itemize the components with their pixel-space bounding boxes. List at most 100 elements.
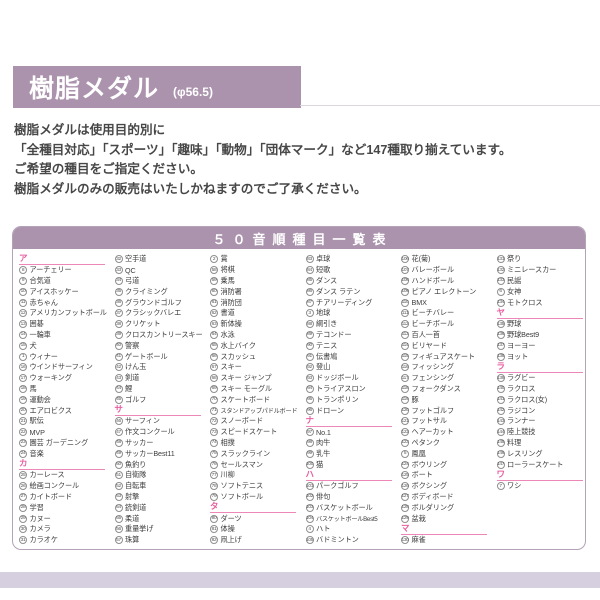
item-number-badge: 67 bbox=[210, 363, 218, 372]
item-number-badge: 36 bbox=[114, 298, 123, 307]
list-item: 113 百人一首 bbox=[401, 330, 497, 341]
item-label: ペタンク bbox=[411, 437, 440, 447]
item-label: トランポリン bbox=[316, 394, 359, 404]
list-item: 105 バドミントン bbox=[305, 535, 402, 546]
item-number-badge: 106 bbox=[401, 255, 409, 264]
item-number-badge: 123 bbox=[401, 438, 409, 447]
item-label: 川柳 bbox=[220, 470, 235, 480]
item-number-badge: 18 bbox=[19, 384, 27, 393]
list-item: 123 ペタンク bbox=[401, 438, 497, 449]
item-label: 短歌 bbox=[316, 265, 331, 275]
item-label: アーチェリー bbox=[29, 265, 72, 275]
table-columns: ア 8 アーチェリー 9 合気道 10 アイスホッケー 11 赤ちゃん 12 アメリカンフットボール… bbox=[13, 249, 585, 546]
item-label: ゴルフ bbox=[125, 394, 147, 404]
item-label: 園芸 ガーデニング bbox=[29, 437, 89, 447]
item-number-badge: 12 bbox=[19, 309, 27, 318]
item-label: 俳句 bbox=[316, 491, 331, 501]
list-item: 39 クロスカントリースキー bbox=[114, 329, 211, 341]
item-label: 乗馬 bbox=[220, 275, 235, 285]
item-number-badge: 52 bbox=[114, 482, 123, 491]
list-item: 66 スカッシュ bbox=[210, 351, 306, 362]
item-number-badge: 78 bbox=[210, 482, 218, 491]
item-number-badge: 143 bbox=[496, 417, 505, 426]
list-item: 110 BMX bbox=[401, 297, 497, 308]
item-label: 自衛隊 bbox=[125, 470, 147, 480]
list-item: 78 ソフトテニス bbox=[210, 481, 306, 492]
item-number-badge: 140 bbox=[496, 384, 505, 393]
item-label: 卓球 bbox=[316, 254, 331, 264]
item-number-badge: 29 bbox=[19, 514, 27, 523]
list-item: 91 伝書鳩 bbox=[305, 351, 402, 362]
item-number-badge: 31 bbox=[19, 536, 27, 545]
list-item: 35 クライミング bbox=[114, 286, 211, 297]
list-item: 36 グラウンドゴルフ bbox=[114, 297, 211, 308]
table-column: 32 空手道 33 QC 34 弓道 35 クライミング 36 グラウンドゴルフ 37 クラシックバレ… bbox=[114, 254, 211, 546]
item-number-badge: 24 bbox=[19, 449, 27, 458]
table-column: ア 8 アーチェリー 9 合気道 10 アイスホッケー 11 赤ちゃん 12 アメリカンフットボール… bbox=[19, 253, 115, 546]
list-item: 130 麻雀 bbox=[401, 535, 497, 546]
item-label: チアリーディング bbox=[316, 297, 373, 307]
list-item: 144 陸上競技 bbox=[496, 427, 586, 438]
table-column: 131 祭り 132 ミニレースカー 133 民謡 6 女神 134 モトクロスヤ 135 野球 136… bbox=[496, 254, 586, 546]
item-label: 自転車 bbox=[125, 481, 147, 491]
list-item: 45 ゴルフ bbox=[114, 394, 211, 405]
item-label: ソフトテニス bbox=[220, 481, 264, 491]
list-item: 145 料理 bbox=[496, 438, 586, 449]
item-number-badge: 112 bbox=[401, 320, 409, 329]
item-label: ランナー bbox=[507, 416, 536, 426]
list-item: 3 地球 bbox=[305, 308, 402, 319]
item-number-badge: 44 bbox=[114, 384, 123, 393]
item-label: フットゴルフ bbox=[411, 405, 455, 415]
item-label: ワシ bbox=[507, 481, 522, 491]
item-number-badge: 89 bbox=[305, 330, 314, 339]
item-label: 乳牛 bbox=[316, 448, 331, 458]
list-item: 84 短歌 bbox=[305, 265, 402, 276]
item-number-badge: 98 bbox=[305, 438, 314, 447]
list-item: 72 スノーボード bbox=[210, 416, 306, 427]
item-label: ウォーキング bbox=[29, 373, 72, 383]
item-label: ラクロス bbox=[507, 383, 536, 393]
item-number-badge: 97 bbox=[305, 428, 314, 437]
list-item: 80 ダーツ bbox=[210, 513, 306, 524]
item-label: 馬 bbox=[29, 383, 37, 393]
list-item: 111 ビーチバレー bbox=[401, 308, 497, 319]
list-item: 53 射撃 bbox=[114, 492, 211, 503]
item-label: サーフィン bbox=[125, 416, 160, 426]
list-item: 88 綱引き bbox=[305, 319, 402, 330]
item-label: 祭り bbox=[507, 254, 522, 264]
table-column: 83 卓球 84 短歌 85 ダンス 86 ダンス ラテン 87 チアリーディング 3 地球 88 綱引き… bbox=[305, 254, 402, 546]
item-number-badge: 62 bbox=[210, 309, 218, 318]
list-item: 9 合気道 bbox=[19, 276, 115, 287]
item-number-badge: 4 bbox=[305, 525, 314, 534]
item-label: カメラ bbox=[29, 524, 51, 534]
item-number-badge: 55 bbox=[114, 514, 123, 523]
list-item: 125 ボート bbox=[401, 470, 497, 481]
item-number-badge: 120 bbox=[401, 406, 409, 415]
item-label: ピアノ エレクトーン bbox=[411, 286, 477, 296]
list-item: 46 サーフィン bbox=[114, 416, 211, 427]
item-label: クロスカントリースキー bbox=[125, 329, 203, 339]
header-divider bbox=[300, 105, 600, 106]
item-number-badge: 94 bbox=[305, 384, 314, 393]
list-item: 55 柔道 bbox=[114, 513, 211, 524]
item-number-badge: 34 bbox=[114, 276, 123, 285]
item-number-badge: 121 bbox=[401, 417, 409, 426]
list-item: 143 ランナー bbox=[496, 416, 586, 427]
item-label: 書道 bbox=[220, 308, 235, 318]
section-header: カ bbox=[19, 458, 105, 470]
item-label: スケートボード bbox=[220, 394, 271, 404]
item-number-badge: 16 bbox=[19, 363, 27, 372]
item-label: スピードスケート bbox=[220, 427, 278, 437]
item-label: クライミング bbox=[125, 286, 168, 296]
list-item: 47 作文コンクール bbox=[114, 427, 211, 438]
item-number-badge: 9 bbox=[19, 276, 27, 285]
item-label: ボディボード bbox=[411, 491, 454, 501]
item-label: ラジコン bbox=[507, 405, 536, 415]
list-item: 83 卓球 bbox=[305, 254, 402, 265]
item-number-badge: 47 bbox=[114, 428, 123, 437]
item-number-badge: 133 bbox=[496, 276, 505, 285]
list-item: 70 スケートボード bbox=[210, 394, 306, 405]
section-header: マ bbox=[401, 523, 487, 535]
item-number-badge: 54 bbox=[114, 503, 123, 512]
item-label: 銃剣道 bbox=[125, 502, 147, 512]
